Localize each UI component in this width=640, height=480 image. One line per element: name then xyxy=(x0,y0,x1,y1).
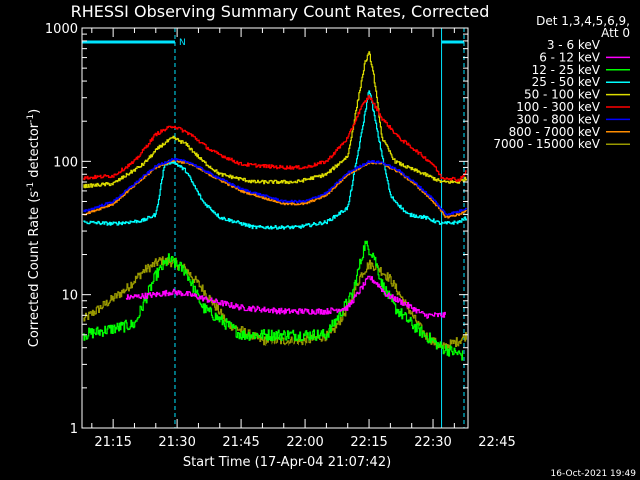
legend-label: 3 - 6 keV xyxy=(547,38,601,52)
x-axis: 21:15 21:30 21:45 22:00 22:15 22:30 22:45 xyxy=(91,28,516,450)
series-line xyxy=(83,90,467,230)
legend-header: Att 0 xyxy=(601,26,630,40)
x-axis-label: Start Time (17-Apr-04 21:07:42) xyxy=(183,455,391,470)
series-line xyxy=(83,51,467,189)
y-axis-label-part: Corrected Count Rate (s xyxy=(27,191,42,348)
night-label: N xyxy=(179,38,186,48)
x-tick-label: 22:45 xyxy=(478,435,515,450)
x-tick-label: 21:45 xyxy=(222,435,259,450)
series-line xyxy=(83,157,467,216)
x-tick-label: 21:30 xyxy=(158,435,195,450)
legend-header: Det 1,3,4,5,6,9, xyxy=(536,14,630,28)
legend-label: 12 - 25 keV xyxy=(532,63,601,77)
x-tick-label: 22:15 xyxy=(350,435,387,450)
y-axis: 1 10 100 1000 xyxy=(45,22,468,437)
legend-label: 300 - 800 keV xyxy=(516,112,600,126)
chart-title: RHESSI Observing Summary Count Rates, Co… xyxy=(71,2,490,21)
series-line xyxy=(125,275,446,319)
series-group xyxy=(83,51,467,428)
series-line xyxy=(83,240,464,361)
series-line xyxy=(83,95,467,182)
y-axis-label: Corrected Count Rate (s-1 detector-1) xyxy=(26,109,42,347)
y-axis-label-part: ) xyxy=(27,109,42,114)
y-axis-label-sup: -1 xyxy=(26,182,36,191)
legend-label: 7000 - 15000 keV xyxy=(493,137,600,151)
plot-frame xyxy=(81,27,469,429)
series-line xyxy=(157,298,434,428)
y-tick-label: 100 xyxy=(53,155,78,170)
x-tick-label: 21:15 xyxy=(94,435,131,450)
time-markers: N xyxy=(82,28,465,428)
generated-timestamp: 16-Oct-2021 19:49 xyxy=(551,469,637,479)
legend-label: 50 - 100 keV xyxy=(524,88,601,102)
legend-label: 6 - 12 keV xyxy=(539,50,601,64)
y-axis-label-part: detector xyxy=(27,122,42,182)
y-axis-label-sup: -1 xyxy=(26,114,36,123)
x-tick-label: 22:00 xyxy=(286,435,323,450)
y-tick-label: 1 xyxy=(70,422,78,437)
x-tick-label: 22:30 xyxy=(414,435,451,450)
legend-label: 800 - 7000 keV xyxy=(509,125,601,139)
y-tick-label: 10 xyxy=(61,289,78,304)
y-tick-label: 1000 xyxy=(45,22,78,37)
legend-label: 25 - 50 keV xyxy=(532,75,601,89)
legend-label: 100 - 300 keV xyxy=(516,100,600,114)
